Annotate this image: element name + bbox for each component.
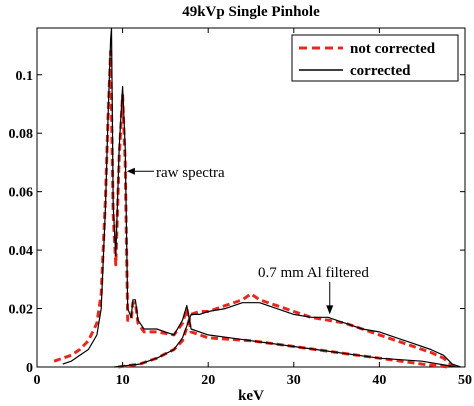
y-tick-label: 0.06 <box>9 186 34 201</box>
series-layer <box>53 27 461 369</box>
legend-label-corrected: corrected <box>350 63 411 79</box>
y-tick-label: 0.1 <box>16 69 34 84</box>
x-tick-label: 20 <box>201 373 215 388</box>
y-tick-label: 0.02 <box>9 303 34 318</box>
legend-box <box>291 34 459 82</box>
legend-label-not-corrected: not corrected <box>350 41 436 57</box>
annotation-al-filtered: 0.7 mm Al filtered <box>258 265 369 281</box>
annotation-arrowhead-raw-spectra <box>126 167 135 175</box>
annotation-raw-spectra: raw spectra <box>156 165 225 181</box>
series-not-corrected-curve-1 <box>53 49 449 369</box>
x-axis-label: keV <box>238 388 264 404</box>
series-not-corrected-curve-2 <box>118 292 458 369</box>
x-tick-label: 40 <box>372 373 386 388</box>
series-corrected-curve-2 <box>113 302 461 368</box>
legend: not corrected corrected <box>291 34 459 82</box>
x-tick-label: 50 <box>458 373 472 388</box>
x-tick-label: 30 <box>287 373 301 388</box>
x-axis-ticks: 0 10 20 30 40 50 <box>34 28 472 388</box>
y-tick-label: 0.04 <box>9 244 34 259</box>
x-tick-label: 10 <box>116 373 130 388</box>
annotations: raw spectra 0.7 mm Al filtered <box>126 165 369 315</box>
axes-frame <box>36 27 466 368</box>
series-corrected-curve-1 <box>62 27 457 368</box>
annotation-arrowhead-al-filtered <box>326 305 334 315</box>
y-tick-label: 0.08 <box>9 127 34 142</box>
y-tick-label: 0 <box>26 361 33 376</box>
plot-area <box>36 27 466 369</box>
y-axis-ticks: 0 0.02 0.04 0.06 0.08 0.1 <box>9 69 465 376</box>
chart-title: 49kVp Single Pinhole <box>182 4 320 20</box>
x-tick-label: 0 <box>34 373 41 388</box>
